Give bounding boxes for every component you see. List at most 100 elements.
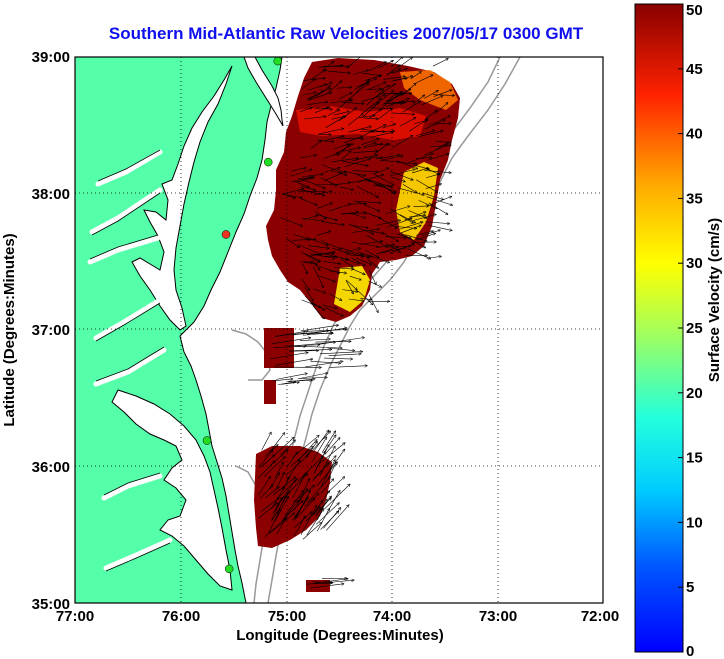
velocity-vector (412, 168, 429, 174)
velocity-vector (427, 224, 453, 230)
velocity-vector (321, 431, 336, 453)
velocity-vector (314, 108, 328, 109)
velocity-vector (379, 160, 400, 162)
velocity-vector (304, 116, 326, 120)
velocity-vector (294, 516, 305, 537)
velocity-vector (274, 462, 284, 479)
velocity-vector (299, 107, 313, 113)
velocity-vector (300, 251, 320, 263)
velocity-vector (395, 233, 412, 239)
y-axis: 35:00 36:00 37:00 38:00 39:00 Latitude (… (1, 49, 70, 613)
velocity-vector (365, 249, 379, 258)
colorbar-tick-label: 15 (686, 450, 703, 467)
velocity-vector (308, 477, 330, 502)
velocity-vector (319, 446, 336, 477)
y-tick-label: 36:00 (32, 459, 70, 476)
velocity-vector (368, 294, 379, 313)
x-tick-label: 76:00 (162, 608, 200, 625)
velocity-vector (317, 203, 332, 209)
velocity-vector (369, 62, 386, 72)
velocity-vector (377, 60, 394, 69)
velocity-vector (424, 170, 451, 172)
velocity-vector (323, 168, 340, 173)
velocity-vector (378, 244, 395, 248)
velocity-vector (366, 178, 393, 187)
velocity-vector (407, 248, 431, 259)
y-tick-label: 37:00 (32, 322, 70, 339)
velocity-vector (274, 472, 285, 491)
velocity-vector (342, 160, 369, 166)
velocity-vector (340, 213, 367, 214)
velocity-vector (376, 84, 396, 98)
velocity-vector (306, 102, 329, 106)
velocity-vector (389, 169, 415, 177)
velocity-vector (280, 217, 303, 227)
velocity-vector (273, 346, 306, 348)
velocity-vector (300, 505, 318, 535)
velocity-vector (385, 242, 401, 253)
velocity-vector (308, 252, 335, 257)
velocity-vector (310, 253, 335, 259)
velocity-vector (426, 174, 440, 179)
velocity-vector (350, 254, 372, 257)
velocity-vector (358, 174, 384, 183)
velocity-vector (361, 95, 386, 102)
velocity-vector (416, 179, 438, 193)
velocity-vector (269, 352, 309, 360)
colorbar-tick-label: 45 (686, 61, 703, 78)
velocity-vector (329, 449, 345, 470)
velocity-vector (292, 331, 329, 336)
velocity-vector (292, 239, 317, 240)
velocity-vector (302, 174, 323, 178)
velocity-vector (416, 75, 433, 84)
velocity-vector (380, 156, 403, 161)
velocity-vector (337, 144, 350, 157)
velocity-vector (368, 269, 376, 285)
velocity-vector (427, 196, 452, 207)
velocity-vector (312, 490, 329, 516)
colorbar-tick-label: 10 (686, 514, 703, 531)
velocity-vector (360, 131, 374, 132)
velocity-vector (333, 144, 354, 156)
velocity-vector (422, 192, 443, 200)
velocity-vector (290, 177, 312, 183)
velocity-vector (258, 503, 279, 519)
velocity-vector (360, 241, 384, 245)
velocity-vector (315, 497, 331, 515)
velocity-vector (292, 435, 319, 458)
velocity-vector (392, 135, 413, 148)
velocity-vector (332, 247, 350, 254)
velocity-vector (297, 191, 325, 192)
velocity-vector (335, 98, 351, 111)
velocity-vector (329, 366, 367, 368)
velocity-vector (353, 70, 369, 75)
velocity-vector (302, 522, 322, 540)
velocity-vector (343, 136, 363, 144)
velocity-vector (285, 460, 300, 482)
velocity-vector (373, 144, 388, 155)
velocity-vector (375, 85, 390, 93)
velocity-vector (385, 93, 397, 103)
velocity-vector (323, 435, 336, 453)
map-layers (75, 57, 521, 603)
velocity-vector (391, 57, 404, 67)
velocity-vector (307, 328, 347, 335)
x-tick-label: 74:00 (373, 608, 411, 625)
velocity-vector (319, 352, 363, 355)
velocity-vector (296, 498, 315, 519)
velocity-vector (290, 351, 319, 352)
velocity-vector (416, 231, 433, 236)
velocity-vector (349, 275, 362, 280)
velocity-vector (377, 108, 393, 120)
colorbar-tick-label: 40 (686, 126, 703, 143)
velocity-vector (303, 330, 347, 332)
velocity-vector (300, 155, 317, 159)
radar-station-marker (263, 157, 273, 167)
y-tick-label: 38:00 (32, 186, 70, 203)
x-axis-label: Longitude (Degrees:Minutes) (236, 627, 444, 644)
velocity-vector (342, 147, 361, 152)
velocity-vector (275, 359, 314, 366)
velocity-vector (386, 65, 400, 76)
colorbar-tick-label: 5 (686, 579, 694, 596)
velocity-vector (432, 95, 455, 96)
